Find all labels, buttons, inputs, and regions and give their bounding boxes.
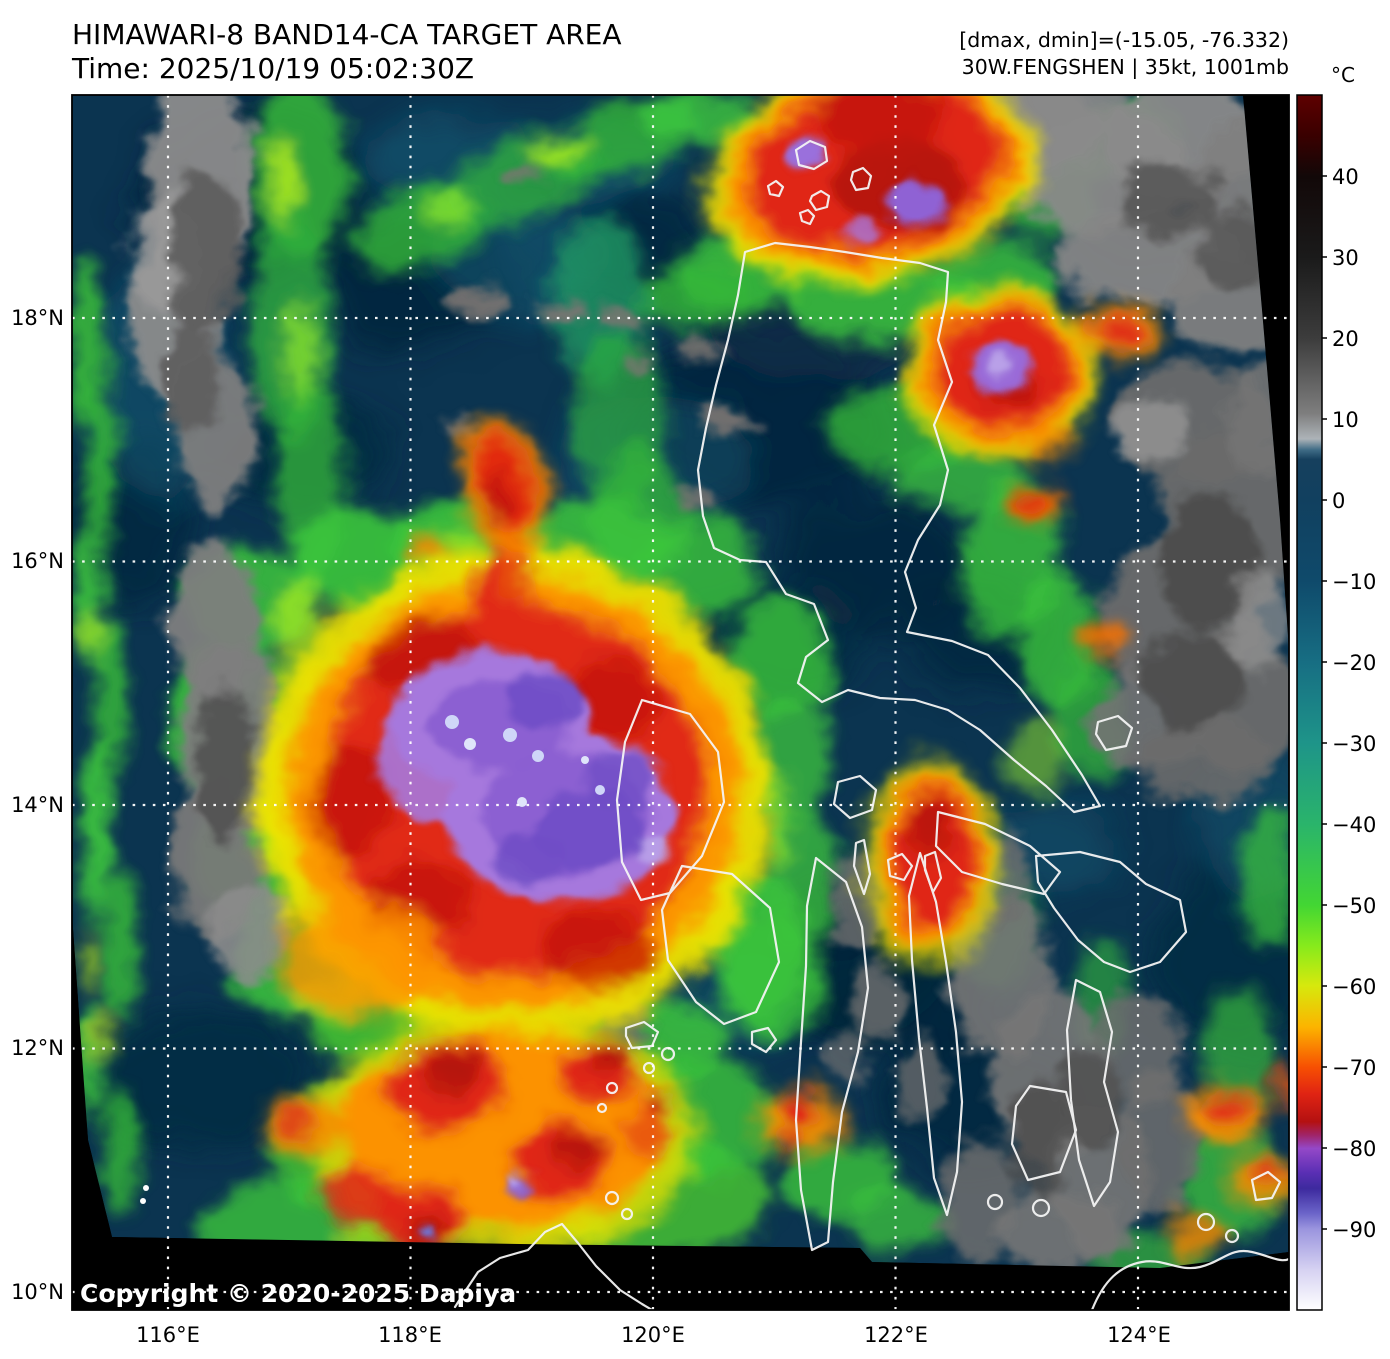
plot-frame (71, 94, 1290, 1311)
coast-bohol (1010, 1084, 1078, 1182)
coast-luzon (696, 241, 1102, 814)
cbar-tick-0: 0 (1332, 489, 1345, 513)
lat-tick-16n: 16°N (11, 549, 64, 573)
coast-catanduanes (1094, 714, 1134, 752)
lon-tick-116e: 116°E (136, 1323, 200, 1347)
lon-axis: 116°E 118°E 120°E 122°E 124°E (136, 1323, 1171, 1347)
colorbar-labels: 40 30 20 10 0 −10 −20 −30 −40 −50 −60 −7… (1332, 165, 1376, 1242)
cbar-tick-30: 30 (1332, 246, 1359, 270)
cbar-tick-m80: −80 (1332, 1137, 1376, 1161)
coast-cebu (907, 851, 964, 1217)
cbar-tick-10: 10 (1332, 408, 1359, 432)
coastlines (453, 139, 1289, 1310)
lat-tick-18n: 18°N (11, 306, 64, 330)
cbar-tick-m60: −60 (1332, 975, 1376, 999)
coast-samar (1034, 850, 1188, 974)
lon-tick-124e: 124°E (1107, 1323, 1171, 1347)
figure-time: Time: 2025/10/19 05:02:30Z (71, 52, 474, 85)
cbar-tick-m20: −20 (1332, 651, 1376, 675)
cbar-tick-m30: −30 (1332, 732, 1376, 756)
typhoon-overshoot-specks (445, 715, 605, 807)
lat-tick-14n: 14°N (11, 793, 64, 817)
figure-title: HIMAWARI-8 BAND14-CA TARGET AREA (72, 18, 622, 51)
lat-tick-12n: 12°N (11, 1036, 64, 1060)
cbar-tick-40: 40 (1332, 165, 1359, 189)
coast-romblon-group (852, 838, 914, 896)
colorbar: °C 40 30 20 10 0 −10 −20 −30 −40 −50 −60… (1296, 63, 1376, 1311)
lat-axis: 18°N 16°N 14°N 12°N 10°N (11, 306, 64, 1304)
southern-cold-spots (419, 1174, 535, 1239)
satellite-swath (72, 95, 1289, 1268)
cbar-tick-m10: −10 (1332, 570, 1376, 594)
cbar-tick-m90: −90 (1332, 1218, 1376, 1242)
cloud-gray-masses (130, 95, 1289, 1268)
northeast-cold-spots (786, 137, 1031, 392)
east-visayas-convection (860, 622, 1129, 967)
colorbar-tickmarks (1322, 175, 1327, 1230)
lon-tick-118e: 118°E (378, 1323, 442, 1347)
coast-leyte (1065, 978, 1120, 1208)
noise-dots (140, 1185, 149, 1204)
graticule (72, 95, 1289, 1310)
coast-marinduque (832, 774, 878, 820)
copyright-watermark: Copyright © 2020-2025 Dapiya (80, 1279, 516, 1308)
cbar-tick-20: 20 (1332, 327, 1359, 351)
cbar-tick-m40: −40 (1332, 813, 1376, 837)
lon-tick-120e: 120°E (621, 1323, 685, 1347)
southern-convection (265, 1015, 1289, 1255)
coast-babuyan-islands (766, 139, 873, 226)
convective-systems (257, 95, 1289, 1255)
lat-tick-10n: 10°N (11, 1280, 64, 1304)
coast-borneo (453, 1222, 654, 1310)
coast-mindanao-north (1090, 1170, 1289, 1310)
colorbar-gradient (1296, 94, 1323, 1311)
lon-tick-122e: 122°E (864, 1323, 928, 1347)
coast-panay (660, 864, 781, 1054)
map-plot: Copyright © 2020-2025 Dapiya (72, 95, 1289, 1310)
cbar-tick-m70: −70 (1332, 1056, 1376, 1080)
coast-negros (794, 856, 870, 1252)
dmax-dmin-readout: [dmax, dmin]=(-15.05, -76.332) (959, 28, 1289, 52)
cbar-tick-m50: −50 (1332, 894, 1376, 918)
storm-info: 30W.FENGSHEN | 35kt, 1001mb (962, 55, 1289, 80)
colorbar-unit: °C (1331, 63, 1355, 87)
typhoon-cold-core (375, 652, 675, 903)
